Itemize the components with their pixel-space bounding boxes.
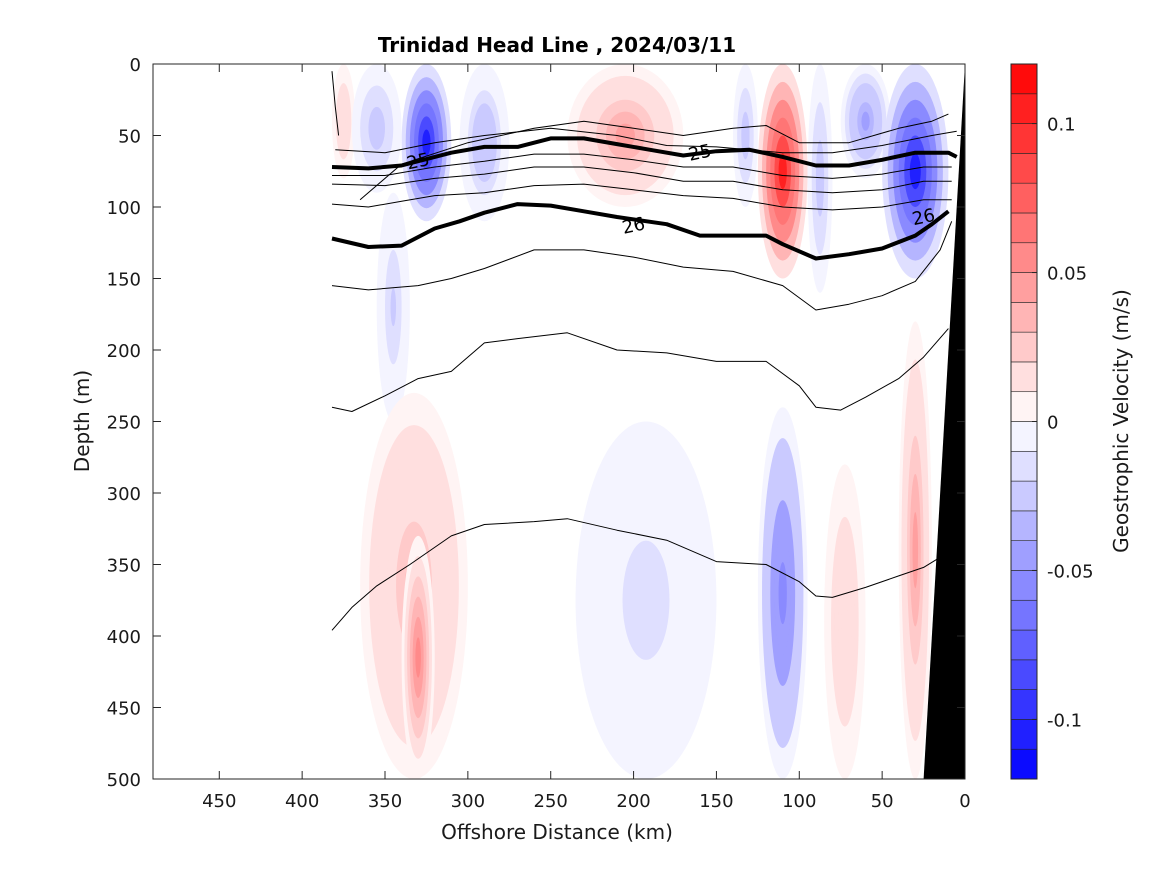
velocity-patch-14 [778, 562, 787, 625]
colorbar-level [1010, 123, 1038, 154]
y-tick-label: 0 [130, 55, 141, 76]
velocity-patch-9 [861, 111, 870, 131]
x-tick-label: 50 [871, 791, 894, 812]
velocity-patch-1 [372, 117, 381, 140]
velocity-patch-15 [841, 595, 849, 648]
velocity-patch-8 [817, 159, 823, 198]
velocity-patch-10 [909, 153, 921, 190]
velocity-patch-16 [912, 512, 919, 589]
colorbar-level [1010, 629, 1038, 661]
colorbar-level [1010, 331, 1038, 363]
x-tick-label: 300 [451, 791, 485, 812]
y-axis-label: Depth (m) [70, 370, 94, 472]
x-tick-label: 200 [616, 791, 650, 812]
colorbar-level [1010, 182, 1038, 214]
isopycnal-bold-7 [331, 202, 950, 261]
y-tick-label: 350 [107, 556, 141, 577]
colorbar-level [1010, 63, 1038, 95]
x-tick-label: 450 [202, 791, 236, 812]
x-tick-label: 250 [534, 791, 568, 812]
x-tick-label: 350 [368, 791, 402, 812]
contour-labels: 25 25 26 26 [405, 140, 937, 238]
velocity-patch-12 [415, 637, 421, 678]
colorbar-tick-label: 0 [1047, 413, 1058, 434]
isopycnal-10 [331, 518, 941, 631]
bathymetry-mask [923, 64, 965, 779]
y-tick-label: 150 [107, 270, 141, 291]
x-tick-label: 150 [699, 791, 733, 812]
colorbar-label: Geostrophic Velocity (m/s) [1109, 289, 1133, 553]
colorbar-level [1010, 748, 1038, 780]
contour-label-25-1: 25 [687, 140, 714, 165]
y-tick-label: 450 [107, 699, 141, 720]
colorbar-tick-label: -0.05 [1047, 561, 1094, 582]
x-axis-label: Offshore Distance (km) [441, 820, 673, 844]
velocity-patch-2 [422, 129, 431, 156]
y-tick-label: 50 [118, 127, 141, 148]
colorbar: 0.1 0.05 0 -0.05 -0.1 [1010, 63, 1094, 780]
colorbar-level [1010, 391, 1038, 422]
isopycnal-5 [331, 166, 952, 194]
colorbar-level [1010, 272, 1038, 303]
velocity-patch-13 [634, 570, 658, 631]
velocity-patch-7 [778, 153, 787, 190]
chart-title: Trinidad Head Line , 2024/03/11 [378, 33, 736, 57]
y-tick-label: 100 [107, 198, 141, 219]
x-tick-label: 0 [959, 791, 970, 812]
y-tick-label: 500 [107, 770, 141, 791]
contour-label-26-0: 26 [620, 213, 647, 238]
x-tick-label: 100 [782, 791, 816, 812]
velocity-patch-5 [615, 123, 635, 148]
colorbar-level [1010, 599, 1038, 631]
colorbar-level [1010, 421, 1038, 452]
colorbar-level [1010, 689, 1038, 720]
x-axis: 450 400 350 300 250 200 150 100 50 0 [202, 64, 971, 812]
isopycnal-bold-3 [331, 136, 958, 171]
contour-label-26-1: 26 [910, 205, 937, 230]
colorbar-tick-label: 0.1 [1047, 115, 1076, 136]
colorbar-level [1010, 361, 1038, 393]
isopycnal-1 [359, 113, 949, 201]
colorbar-level [1010, 540, 1038, 571]
y-tick-label: 400 [107, 627, 141, 648]
colorbar-level [1010, 719, 1038, 750]
colorbar-level [1010, 302, 1038, 333]
bathymetry-shelf [923, 64, 965, 779]
colorbar-level [1010, 510, 1038, 541]
y-tick-label: 250 [107, 413, 141, 434]
isopycnal-6 [331, 183, 952, 211]
colorbar-level [1010, 570, 1038, 601]
isopycnal-8 [331, 221, 953, 311]
colorbar-level [1010, 212, 1038, 244]
velocity-patch-3 [390, 288, 397, 327]
isopycnal-0 [331, 71, 340, 136]
isopycnal-2 [335, 127, 957, 154]
colorbar-level [1010, 659, 1038, 690]
colorbar-tick-label: 0.05 [1047, 264, 1087, 285]
isopycnal-contours [331, 71, 958, 631]
colorbar-level [1010, 93, 1038, 124]
x-tick-label: 400 [285, 791, 319, 812]
colorbar-level [1010, 480, 1038, 512]
velocity-patch-0 [341, 111, 346, 131]
contour-label-25-0: 25 [405, 149, 432, 174]
velocity-patch-4 [480, 129, 489, 156]
colorbar-level [1010, 450, 1038, 482]
colorbar-tick-label: -0.1 [1047, 710, 1082, 731]
velocity-patch-6 [743, 123, 748, 148]
velocity-field [331, 64, 949, 779]
colorbar-level [1010, 153, 1038, 184]
y-tick-label: 300 [107, 484, 141, 505]
y-axis: 0 50 100 150 200 250 300 350 400 450 500 [107, 55, 965, 791]
isopycnal-4 [332, 153, 952, 179]
colorbar-level [1010, 242, 1038, 273]
isopycnal-9 [331, 328, 949, 412]
y-tick-label: 200 [107, 341, 141, 362]
